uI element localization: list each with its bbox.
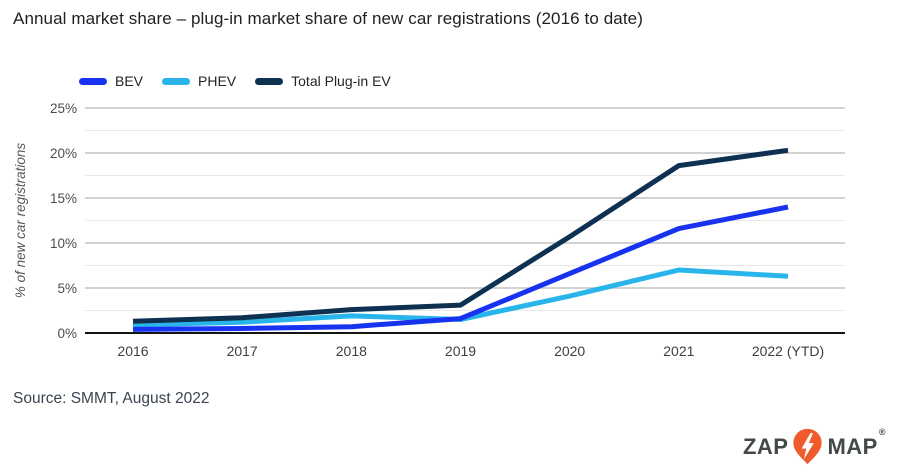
y-tick-label: 0%	[57, 326, 77, 341]
source-note: Source: SMMT, August 2022	[13, 390, 210, 407]
x-tick-label: 2018	[336, 343, 367, 359]
x-tick-label: 2022 (YTD)	[752, 343, 824, 359]
registered-trademark: ®	[878, 426, 886, 437]
y-tick-label: 20%	[50, 146, 77, 161]
zapmap-logo: ZAP MAP®	[742, 427, 885, 465]
series-line-total-plug-in-ev	[132, 147, 789, 324]
legend-swatch-icon	[79, 77, 107, 85]
y-tick-label: 10%	[50, 236, 77, 251]
legend-label: Total Plug-in EV	[291, 73, 391, 89]
legend-label: BEV	[115, 73, 144, 89]
legend-item-total-plug-in-ev: Total Plug-in EV	[255, 73, 391, 89]
legend: BEV PHEV Total Plug-in EV	[79, 73, 391, 89]
x-tick-label: 2017	[227, 343, 258, 359]
x-tick-label: 2019	[445, 343, 476, 359]
logo-word-map: MAP®	[827, 427, 885, 459]
legend-swatch-icon	[162, 77, 191, 85]
legend-item-bev: BEV	[79, 73, 143, 89]
series-line-bev	[132, 204, 789, 332]
lightning-map-pin-icon	[793, 428, 823, 465]
x-tick-label: 2021	[663, 343, 694, 359]
legend-swatch-icon	[255, 77, 284, 85]
y-tick-label: 15%	[50, 191, 77, 206]
x-tick-label: 2020	[554, 343, 585, 359]
chart-title: Annual market share – plug-in market sha…	[13, 9, 643, 28]
y-axis-title: % of new car registrations	[13, 143, 28, 299]
legend-item-phev: PHEV	[162, 73, 236, 89]
legend-label: PHEV	[198, 73, 237, 89]
x-tick-label: 2016	[117, 343, 148, 359]
y-tick-label: 25%	[50, 101, 77, 116]
y-tick-label: 5%	[57, 281, 77, 296]
logo-word-map-text: MAP	[827, 433, 878, 459]
logo-word-zap: ZAP	[742, 433, 789, 459]
